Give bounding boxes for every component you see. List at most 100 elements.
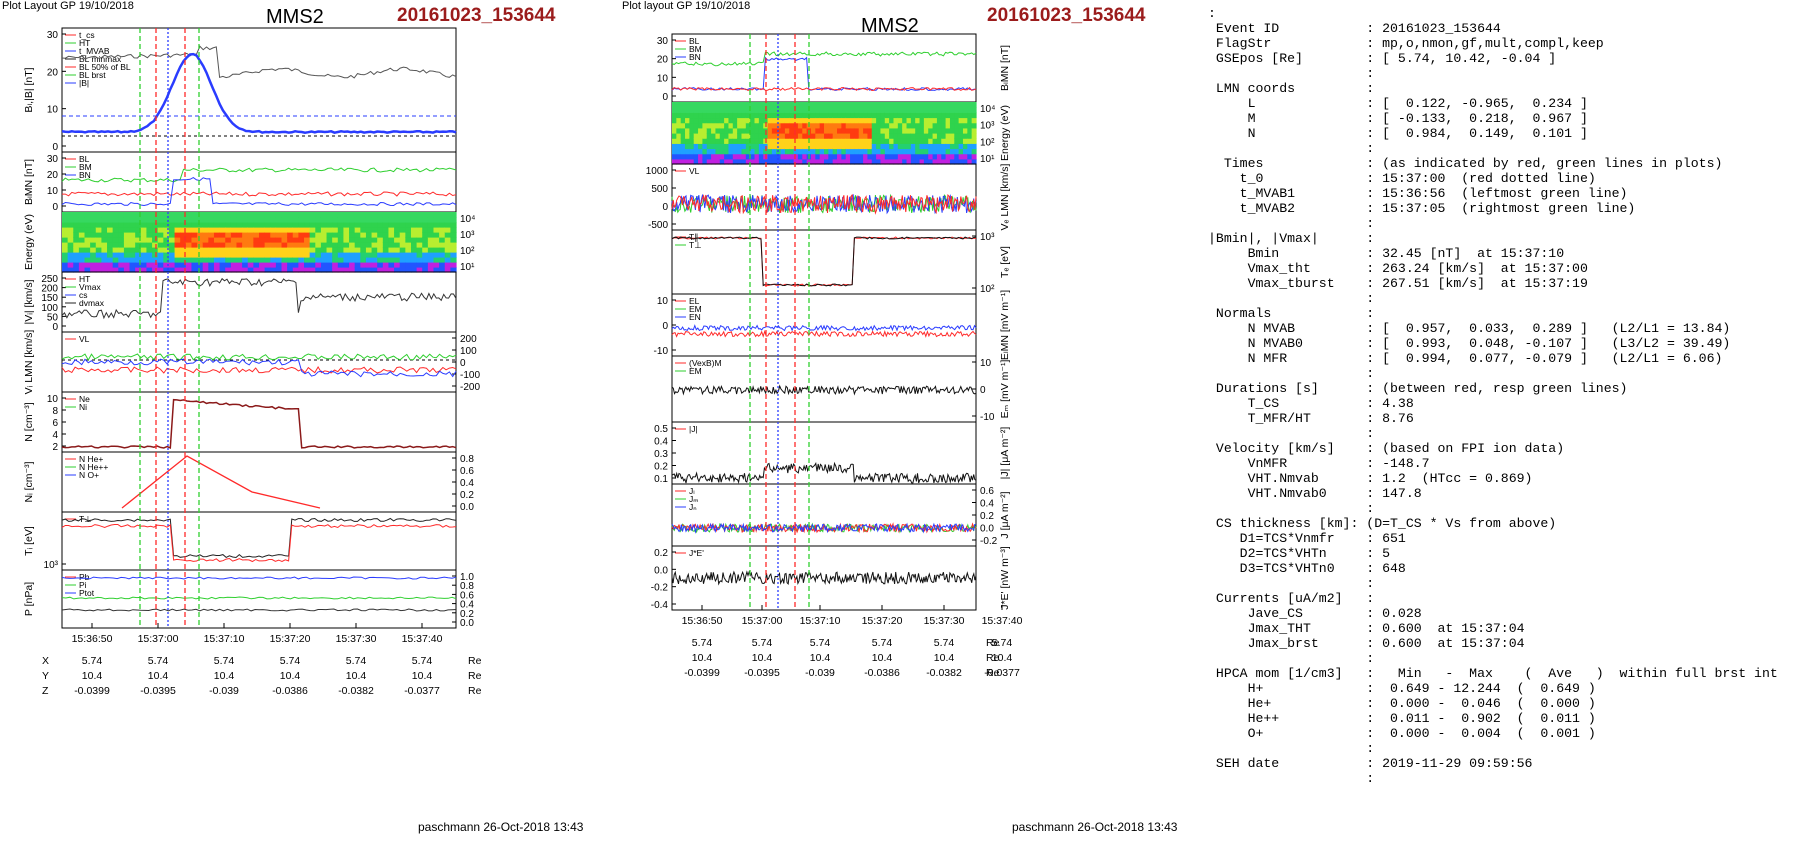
spectrogram-cell (737, 153, 743, 160)
spectrogram-cell (824, 158, 829, 165)
spectrogram-cell (354, 237, 361, 243)
spectrogram-cell (377, 217, 384, 223)
spectrogram-cell (343, 217, 350, 223)
spectrogram-cell (191, 242, 198, 248)
spectrogram-cell (784, 138, 790, 144)
spectrogram-cell (152, 212, 159, 218)
spectrogram-cell (954, 143, 960, 150)
spectrogram-cell (377, 237, 384, 243)
spectrogram-cell (197, 237, 204, 243)
legend-label: Ne (79, 394, 90, 404)
spectrogram-cell (949, 153, 955, 160)
spectrogram-cell (745, 153, 751, 160)
tick-label: 10⁴ (460, 214, 475, 225)
spectrogram-cell (450, 252, 457, 258)
spectrogram-cell (871, 148, 877, 155)
spectrogram-cell (185, 262, 193, 268)
spectrogram-cell (732, 153, 738, 160)
spectrogram-cell (676, 143, 682, 150)
bl-brst-line (61, 52, 457, 135)
spectrogram-cell (152, 227, 159, 233)
spectrogram-cell (863, 148, 869, 155)
spectrogram-cell (915, 138, 921, 144)
spectrogram-cell (163, 217, 170, 223)
spectrogram-cell (332, 227, 339, 233)
spectrogram-cell (758, 122, 764, 129)
spectrogram-cell (923, 153, 929, 160)
legend-label: BL brst (79, 70, 106, 80)
spectrogram-cell (754, 127, 760, 134)
spectrogram-cell (213, 262, 221, 268)
spectrogram-cell (893, 117, 899, 124)
spectrogram-cell (854, 133, 860, 139)
spectrogram-cell (405, 262, 412, 268)
panel-ylabel: J [μA m⁻²] (999, 491, 1011, 538)
spectrogram-cell (689, 122, 695, 129)
spectrogram-cell (854, 112, 860, 119)
spectrogram-cell (941, 117, 947, 124)
spectrogram-cell (101, 227, 108, 233)
tick-label: 0.2 (654, 548, 668, 559)
pos-value: 10.4 (412, 670, 433, 682)
spectrogram-cell (745, 102, 751, 108)
spectrogram-cell (724, 107, 730, 113)
spectrogram-cell (247, 227, 254, 233)
spectrogram-cell (180, 217, 187, 223)
spectrogram-cell (923, 102, 929, 108)
spectrogram-cell (123, 247, 131, 253)
spectrogram-cell (815, 133, 821, 139)
spectrogram-cell (702, 107, 708, 113)
spectrogram-cell (693, 158, 699, 165)
spectrogram-cell (298, 242, 305, 248)
spectrogram-cell (923, 122, 929, 129)
spectrogram-cell (793, 117, 799, 124)
spectrogram-cell (724, 127, 730, 134)
spectrogram-cell (884, 143, 890, 150)
spectrogram-cell (967, 138, 973, 144)
spectrogram-cell (902, 127, 908, 134)
spectrogram-cell (270, 267, 277, 273)
spectrogram-cell (732, 148, 738, 155)
spectrogram-cell (832, 107, 838, 113)
spectrogram-cell (320, 252, 328, 258)
spectrogram-cell (422, 252, 429, 258)
spectrogram-cell (371, 242, 378, 248)
spectrogram-cell (191, 252, 198, 258)
spectrogram-cell (73, 257, 80, 263)
mid-sc-title: MMS2 (861, 15, 919, 37)
spectrogram-cell (680, 127, 686, 134)
tpar-line (61, 517, 457, 559)
spectrogram-cell (776, 158, 782, 165)
spectrogram-cell (123, 242, 131, 248)
spectrogram-cell (450, 242, 457, 248)
spectrogram-cell (129, 262, 136, 268)
info-line: VHT.Nmvab : 1.2 (HTcc = 0.869) (1208, 471, 1533, 486)
tick-label: 250 (41, 274, 58, 285)
spectrogram-cell (815, 107, 821, 113)
spectrogram-cell (157, 252, 164, 258)
spectrogram-cell (275, 267, 283, 273)
spectrogram-cell (863, 122, 869, 129)
pos-value: -0.039 (805, 667, 835, 679)
spectrogram-cell (112, 252, 119, 258)
spectrogram-cell (771, 112, 777, 119)
spectrogram-cell (129, 222, 136, 228)
spectrogram-cell (157, 212, 164, 218)
spectrogram-cell (715, 148, 721, 155)
spectrogram-cell (298, 212, 305, 218)
spectrogram-cell (685, 138, 690, 144)
spectrogram-cell (745, 122, 751, 129)
spectrogram-cell (118, 212, 125, 218)
spectrogram-cell (793, 158, 799, 165)
spectrogram-cell (174, 227, 181, 233)
spectrogram-cell (219, 212, 226, 218)
spectrogram-cell (910, 153, 916, 160)
spectrogram-cell (793, 143, 799, 150)
legend-label: Jₗ (689, 486, 695, 496)
spectrogram-cell (750, 158, 756, 165)
spectrogram-cell (871, 158, 877, 165)
pos-value: -0.039 (209, 685, 239, 697)
spectrogram-cell (832, 138, 838, 144)
spectrogram-cell (719, 133, 725, 139)
spectrogram-cell (841, 138, 847, 144)
